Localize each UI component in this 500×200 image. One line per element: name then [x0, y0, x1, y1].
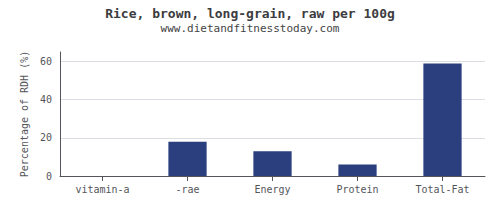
svg-text:0: 0	[46, 171, 52, 182]
svg-text:Protein: Protein	[336, 184, 378, 195]
svg-text:60: 60	[40, 56, 52, 67]
svg-text:www.dietandfitnesstoday.com: www.dietandfitnesstoday.com	[161, 22, 340, 35]
svg-text:Energy: Energy	[254, 184, 290, 195]
svg-text:-rae: -rae	[175, 184, 199, 195]
svg-text:40: 40	[40, 94, 52, 105]
svg-text:vitamin-a: vitamin-a	[75, 184, 129, 195]
svg-text:20: 20	[40, 132, 52, 143]
svg-text:Rice, brown, long-grain, raw p: Rice, brown, long-grain, raw per 100g	[105, 6, 395, 21]
svg-text:Percentage of RDH (%): Percentage of RDH (%)	[19, 51, 30, 177]
svg-text:Total-Fat: Total-Fat	[415, 184, 469, 195]
